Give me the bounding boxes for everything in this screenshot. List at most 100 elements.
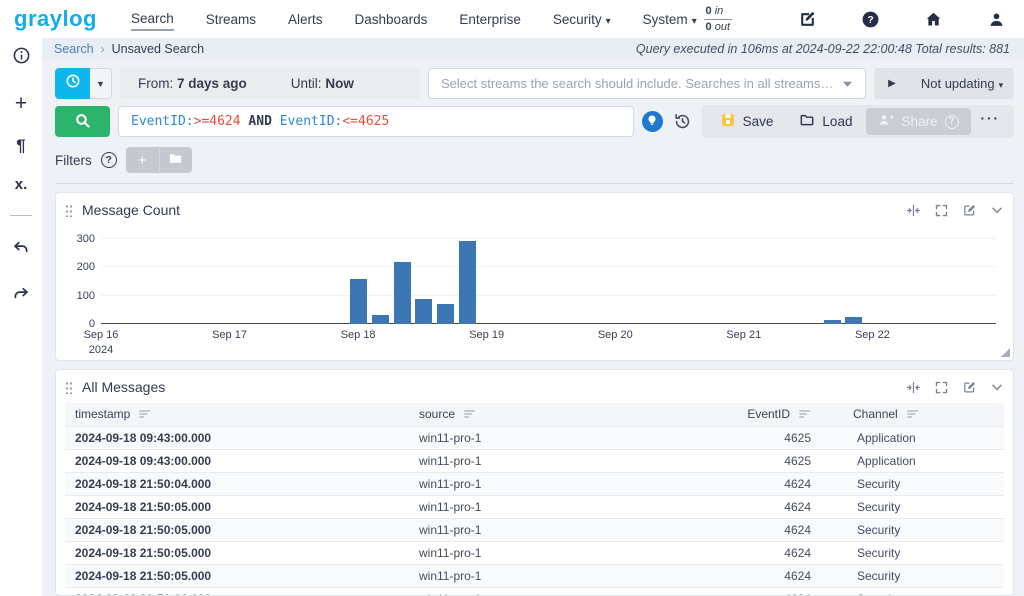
stream-select-input[interactable]: Select streams the search should include… [428,68,866,99]
filters-help-icon[interactable]: ? [100,152,117,168]
nav-item-enterprise[interactable]: Enterprise [459,12,521,27]
cell-timestamp[interactable]: 2024-09-18 09:43:00.000 [65,448,415,472]
cell-timestamp[interactable]: 2024-09-18 21:50:05.000 [65,494,415,518]
cell-eventid[interactable]: 4624 [705,586,815,595]
compose-edit-icon[interactable] [798,10,817,29]
cell-eventid[interactable]: 4624 [705,494,815,518]
nav-item-streams[interactable]: Streams [205,12,257,27]
cell-timestamp[interactable]: 2024-09-18 09:43:00.000 [65,425,415,449]
cell-source[interactable]: win11-pro-1 [415,563,705,587]
cell-source[interactable]: win11-pro-1 [415,540,705,564]
cell-eventid[interactable]: 4624 [705,540,815,564]
sort-icon[interactable] [464,409,476,419]
cell-timestamp[interactable]: 2024-09-18 21:50:05.000 [65,540,415,564]
more-actions-button[interactable]: ··· [973,108,1009,135]
formatting-icon[interactable]: ¶ [16,136,26,155]
refresh-interval-button[interactable]: Not updating ▾ [920,76,1004,91]
home-icon[interactable] [924,10,943,29]
cell-source[interactable]: win11-pro-1 [415,586,705,595]
add-widget-icon[interactable]: + [14,92,28,115]
cell-source[interactable]: win11-pro-1 [415,471,705,495]
nav-item-alerts[interactable]: Alerts [288,12,323,27]
collapse-widget-icon[interactable] [990,203,1004,217]
table-row[interactable]: 2024-09-18 21:50:05.000 win11-pro-1 4624 Se… [65,540,1004,564]
search-button[interactable] [55,106,110,137]
drag-handle-icon[interactable] [65,203,73,217]
cell-timestamp[interactable]: 2024-09-18 21:50:06.000 [65,586,415,595]
query-history-icon[interactable] [673,112,692,131]
graylog-logo[interactable]: graylog [14,6,97,31]
drag-handle-icon[interactable] [65,380,73,394]
chart-bar[interactable] [845,316,863,324]
chart-bar[interactable] [414,299,432,324]
cell-channel[interactable]: Security [815,586,1004,595]
column-header-source[interactable]: source [415,403,705,426]
focus-widget-icon[interactable] [906,380,921,395]
redo-icon[interactable] [12,285,30,308]
cell-eventid[interactable]: 4624 [705,563,815,587]
cell-source[interactable]: win11-pro-1 [415,494,705,518]
table-row[interactable]: 2024-09-18 21:50:04.000 win11-pro-1 4624 Se… [65,471,1004,495]
cell-timestamp[interactable]: 2024-09-18 21:50:05.000 [65,563,415,587]
chart-bar[interactable] [350,278,368,324]
edit-widget-icon[interactable] [962,380,977,395]
fields-icon[interactable]: x. [14,176,28,193]
nav-item-security[interactable]: Security ▾ [552,12,611,27]
throughput-indicator[interactable]: 0 in 0 out [703,4,732,33]
timerange-dropdown-button[interactable]: ▼ [90,68,112,99]
nav-item-dashboards[interactable]: Dashboards [354,12,428,27]
breadcrumb-search-link[interactable]: Search [54,42,94,56]
chart-bar[interactable] [823,320,841,324]
cell-eventid[interactable]: 4624 [705,471,815,495]
table-row[interactable]: 2024-09-18 09:43:00.000 win11-pro-1 4625 Ap… [65,425,1004,449]
cell-timestamp[interactable]: 2024-09-18 21:50:05.000 [65,517,415,541]
table-row[interactable]: 2024-09-18 21:50:06.000win11-pro-14624Se… [65,586,1004,595]
query-helper-button[interactable] [641,111,663,132]
timerange-summary[interactable]: From: 7 days ago Until: Now [120,68,420,99]
cell-channel[interactable]: Application [815,448,1004,472]
cell-timestamp[interactable]: 2024-09-18 21:50:04.000 [65,471,415,495]
fullscreen-icon[interactable] [934,380,949,395]
play-icon[interactable]: ▶ [888,78,896,89]
table-row[interactable]: 2024-09-18 09:43:00.000 win11-pro-1 4625 Ap… [65,448,1004,472]
share-button[interactable]: Share ? [866,108,971,135]
cell-channel[interactable]: Application [815,425,1004,449]
collapse-widget-icon[interactable] [990,380,1004,394]
add-filter-button[interactable]: + [125,147,159,173]
nav-item-search[interactable]: Search [130,7,174,31]
cell-channel[interactable]: Security [815,471,1004,495]
cell-channel[interactable]: Security [815,563,1004,587]
chart-bar[interactable] [437,304,455,324]
sort-icon[interactable] [799,409,811,419]
cell-channel[interactable]: Security [815,540,1004,564]
sort-icon[interactable] [139,409,151,419]
help-icon[interactable]: ? [861,10,880,29]
info-icon[interactable] [12,46,31,70]
focus-widget-icon[interactable] [906,203,921,218]
undo-icon[interactable] [12,239,30,262]
sort-icon[interactable] [906,409,919,419]
table-row[interactable]: 2024-09-18 21:50:05.000 win11-pro-1 4624 Se… [65,563,1004,587]
chart-bar[interactable] [394,262,412,324]
chart-bar[interactable] [371,314,389,324]
cell-channel[interactable]: Security [815,494,1004,518]
message-count-chart[interactable]: 0 100 200 300 Sep 16 2024 Sep 17 Sep 18 Sep 19 Se… [65,228,1002,356]
timerange-button[interactable] [55,68,90,99]
nav-item-system[interactable]: System ▾ [642,12,697,27]
cell-source[interactable]: win11-pro-1 [415,517,705,541]
table-row[interactable]: 2024-09-18 21:50:05.000 win11-pro-1 4624 Se… [65,494,1004,518]
cell-source[interactable]: win11-pro-1 [415,425,705,449]
table-row[interactable]: 2024-09-18 21:50:05.000 win11-pro-1 4624 Se… [65,517,1004,541]
cell-channel[interactable]: Security [815,517,1004,541]
user-icon[interactable] [987,10,1006,29]
save-button[interactable]: Save [708,108,786,135]
edit-widget-icon[interactable] [962,203,977,218]
cell-eventid[interactable]: 4625 [705,425,815,449]
column-header-eventid[interactable]: EventID [705,403,815,426]
chart-bar[interactable] [458,241,476,324]
column-header-timestamp[interactable]: timestamp [65,403,415,426]
column-header-channel[interactable]: Channel [815,403,1004,426]
widget-resize-handle[interactable] [1001,348,1010,357]
query-input[interactable]: EventID: >=4624 AND EventID: <=4625 [118,106,634,137]
cell-eventid[interactable]: 4624 [705,517,815,541]
